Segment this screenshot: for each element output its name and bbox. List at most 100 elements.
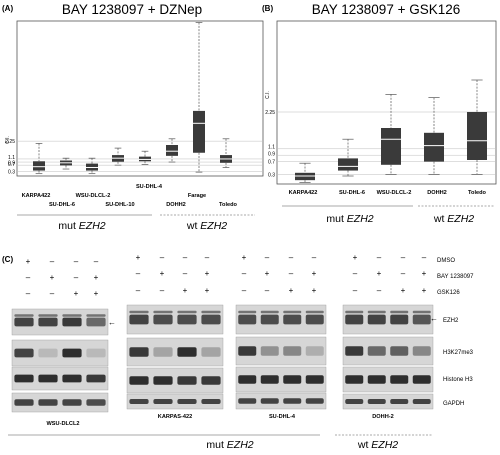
treatment-sign: – [289,253,294,262]
category-label: Farage [188,193,206,199]
treatment-sign: – [353,269,358,278]
treatment-sign: – [377,253,382,262]
blot-band [283,346,302,356]
treatment-sign: – [74,273,79,282]
blot-band [177,398,197,405]
treatment-sign: + [50,273,55,282]
blot-band [38,317,58,327]
blot-band [367,375,386,384]
treatment-sign: – [160,286,165,295]
cell-line-dohh-2: DOHH-2 [372,414,393,420]
blot-band [14,348,34,358]
cell-line-wsu-dlcl2: WSU-DLCL2 [47,421,80,427]
box-iqr [193,110,205,153]
treatment-sign: + [94,273,99,282]
panel-b-category-labels: KARPA422 SU-DHL-6 WSU-DLCL-2 DOHH2 Toledo [289,190,487,196]
treatment-sign: + [242,253,247,262]
blot-band [129,314,149,325]
blot-band [238,346,257,356]
panel-b-label: (B) [262,4,273,13]
panel-a-group-wt: wt EZH2 [186,220,227,232]
blot-band [283,398,302,404]
blot-band [86,399,106,406]
category-label: KARPA422 [289,190,318,196]
treatment-sign: + [265,269,270,278]
panel-a-boxes [33,22,232,175]
blot-band [153,347,173,357]
y-tick-label: 0.7 [8,162,15,168]
box-wsu-dlcl-2 [86,157,98,175]
blot-band [201,310,221,314]
category-label: DOHH2 [166,202,186,208]
y-tick-label: 0.9 [8,161,15,167]
treatment-sign: – [242,269,247,278]
blot-band [62,374,82,383]
box-su-dhl-6 [60,157,72,170]
blot-band [412,375,431,384]
panel-a-label: (A) [2,4,13,13]
y-tick-label: 2.25 [5,139,15,145]
category-label: WSU-DLCL-2 [377,190,412,196]
blot-band [153,398,173,405]
blot-band [390,398,409,405]
blot-band [345,398,364,405]
blot-strip-histone-h3 [11,366,109,391]
blot-band [62,399,82,406]
box-iqr [338,158,358,171]
blot-band [412,398,431,405]
treatment-sign: + [136,253,141,262]
blot-band [305,375,324,384]
box-toledo [220,138,232,168]
treatment-sign: – [183,269,188,278]
blot-band [177,314,197,325]
blot-band [345,375,364,384]
blot-panel-su-dhl-4 [235,304,327,410]
box-su-dhl-6 [338,138,358,177]
box-dohh2 [424,97,444,175]
blot-band [260,398,279,404]
treatment-sign: – [401,269,406,278]
blot-band [238,314,257,325]
category-label: SU-DHL-6 [339,190,365,196]
blot-band [153,376,173,385]
protein-label-histone-h3: Histone H3 [443,377,473,383]
box-iqr [467,112,487,160]
box-wsu-dlcl-2 [381,94,401,175]
panel-b-ylabel: C.I. [265,91,271,99]
blot-strip-gapdh [342,393,434,410]
blot-band [305,314,324,325]
panel-a-ylabel: C.I. [5,136,11,144]
wsu-ezh2-arrow: ← [108,318,116,327]
category-label: KARPA422 [22,193,51,199]
y-tick-label: 1.1 [268,144,275,150]
category-label: DOHH2 [427,190,447,196]
treatment-sign: + [74,289,79,298]
y-tick-label: 0.3 [268,172,275,178]
y-tick-label: 2.25 [265,110,275,116]
blot-band [238,310,257,314]
blot-panel-dohh-2 [342,304,434,410]
panel-a-title: BAY 1238097 + DZNep [62,2,202,17]
blot-band [14,317,34,327]
protein-label-gapdh: GAPDH [443,401,464,407]
blot-band [62,317,82,327]
blot-band [201,347,221,357]
treatment-sign: + [205,269,210,278]
treatment-sign: + [26,257,31,266]
blot-band [283,314,302,325]
blot-band [238,398,257,404]
category-label: SU-DHL-4 [136,184,163,190]
dohh-ezh2-arrow: ← [430,314,438,323]
treatment-sign: + [94,289,99,298]
blot-band [201,314,221,325]
blot-band [62,314,82,317]
treatment-sign: + [401,286,406,295]
blot-band [86,374,106,383]
treatment-label-gsk126: GSK126 [437,290,460,296]
treatment-sign: – [312,253,317,262]
treatment-sign: – [183,253,188,262]
treatment-sign: – [26,273,31,282]
blot-band [62,348,82,358]
blot-band [86,314,106,317]
